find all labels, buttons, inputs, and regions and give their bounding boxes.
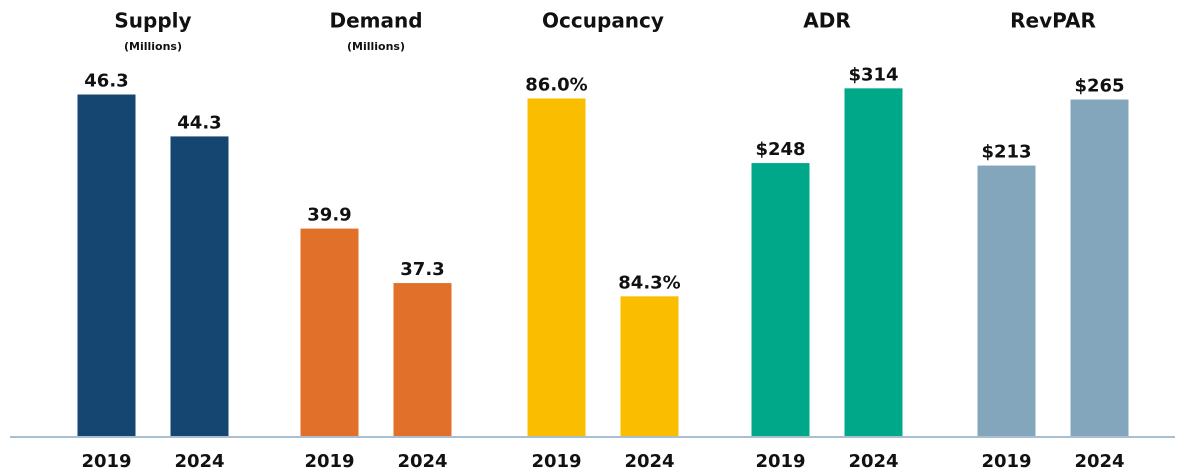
panel-title: ADR	[803, 9, 850, 33]
bar	[300, 228, 359, 436]
x-tick-label: 2024	[848, 451, 898, 471]
value-label: 39.9	[307, 205, 351, 226]
value-label: $314	[848, 64, 898, 85]
panel-title: Supply	[114, 9, 191, 33]
bar	[393, 283, 452, 436]
value-label: 84.3%	[618, 272, 680, 293]
value-label: $248	[755, 139, 805, 160]
bar	[844, 88, 903, 436]
value-label: $265	[1074, 76, 1124, 97]
x-tick-label: 2024	[1074, 451, 1124, 471]
value-label: 44.3	[177, 112, 221, 133]
panel-title: RevPAR	[1010, 9, 1096, 33]
x-tick-label: 2019	[755, 451, 805, 471]
x-tick-label: 2024	[174, 451, 224, 471]
bar	[620, 296, 679, 436]
bar	[751, 163, 810, 436]
value-label: 86.0%	[525, 74, 587, 95]
value-label: $213	[981, 142, 1031, 163]
x-tick-label: 2019	[531, 451, 581, 471]
x-tick-label: 2019	[304, 451, 354, 471]
panel-title: Demand	[329, 9, 422, 33]
bar	[977, 165, 1036, 436]
x-tick-label: 2019	[81, 451, 131, 471]
bar	[77, 94, 136, 436]
value-label: 37.3	[400, 259, 444, 280]
bar	[527, 98, 586, 436]
x-tick-label: 2024	[624, 451, 674, 471]
panel-subtitle: (Millions)	[124, 40, 182, 53]
x-tick-label: 2019	[981, 451, 1031, 471]
bar	[170, 136, 229, 437]
panel-title: Occupancy	[542, 9, 664, 33]
panel-subtitle: (Millions)	[347, 40, 405, 53]
value-label: 46.3	[84, 71, 128, 92]
bar	[1070, 99, 1129, 436]
x-tick-label: 2024	[397, 451, 447, 471]
